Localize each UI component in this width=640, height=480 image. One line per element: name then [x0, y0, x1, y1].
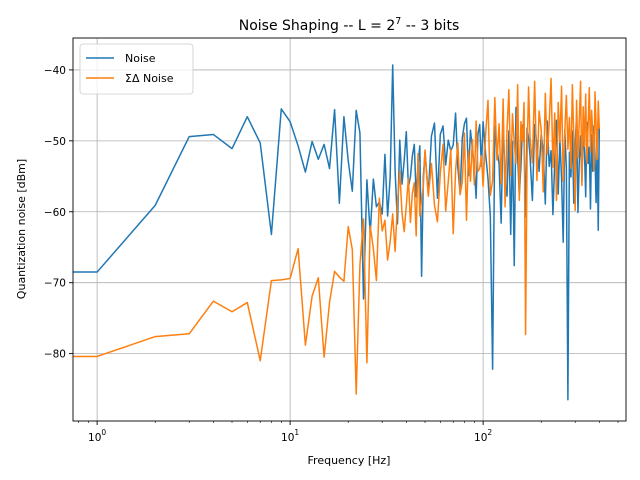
x-tick-label: 100 [88, 428, 106, 444]
y-tick-label: −60 [44, 207, 66, 219]
legend-label-0: Noise [125, 52, 156, 65]
y-tick-label: −80 [44, 349, 66, 361]
y-axis-label: Quantization noise [dBm] [15, 159, 28, 299]
legend: Noise ΣΔ Noise [79, 43, 194, 95]
axes-frame [72, 37, 627, 422]
chart-title: Noise Shaping -- L = 27 -- 3 bits [239, 16, 459, 34]
x-tick-label: 101 [281, 428, 299, 444]
x-tick-label: 102 [474, 428, 492, 444]
plot-lines [73, 64, 601, 401]
series-line-0 [73, 64, 601, 401]
y-tick-label: −70 [44, 278, 66, 290]
y-tick-label: −50 [44, 136, 66, 148]
y-tick-label: −40 [44, 65, 66, 77]
y-axis: −80 −70 −60 −50 −40 [44, 65, 73, 361]
series-line-1 [73, 77, 601, 395]
x-axis-label: Frequency [Hz] [308, 454, 391, 467]
x-axis: 100 101 102 [78, 421, 619, 444]
legend-label-1: ΣΔ Noise [125, 72, 174, 85]
legend-box [79, 43, 194, 95]
